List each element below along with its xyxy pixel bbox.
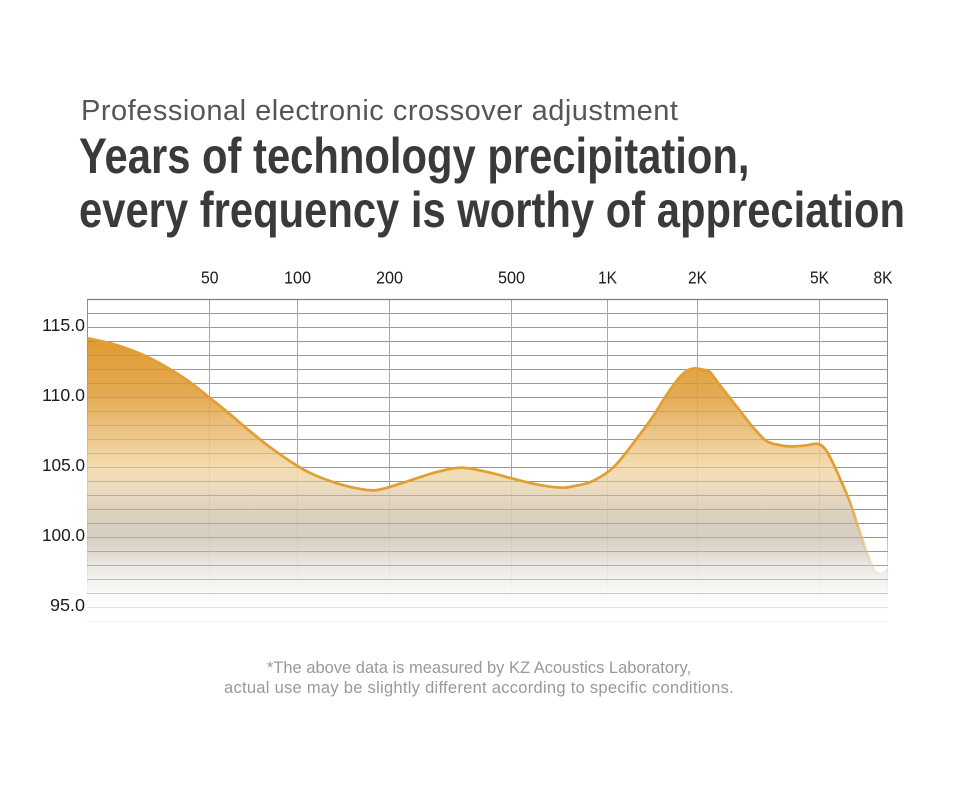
svg-text:200: 200: [376, 268, 403, 288]
svg-text:95.0: 95.0: [50, 595, 85, 615]
svg-text:8K: 8K: [874, 268, 893, 288]
svg-text:1K: 1K: [598, 268, 617, 288]
svg-text:100.0: 100.0: [42, 525, 85, 545]
svg-text:110.0: 110.0: [42, 385, 85, 405]
svg-text:50: 50: [201, 268, 219, 288]
svg-text:5K: 5K: [810, 268, 829, 288]
svg-text:100: 100: [284, 268, 311, 288]
svg-text:115.0: 115.0: [42, 315, 85, 335]
svg-text:500: 500: [498, 268, 525, 288]
svg-text:105.0: 105.0: [42, 455, 85, 475]
svg-text:2K: 2K: [688, 268, 707, 288]
